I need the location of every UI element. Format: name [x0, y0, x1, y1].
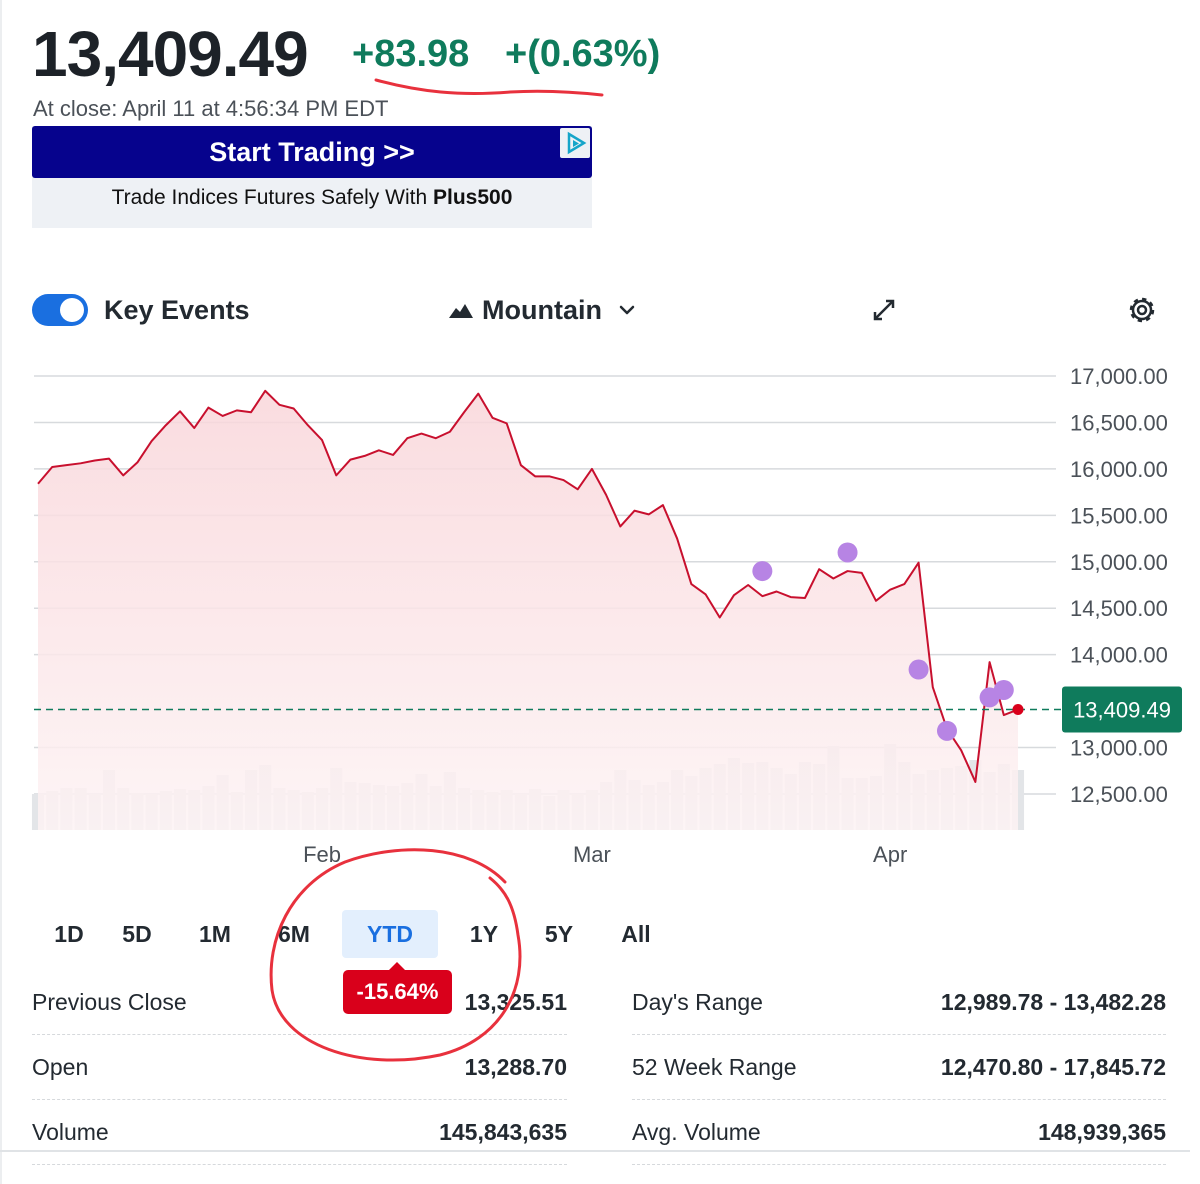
price-change-percent: +(0.63%): [505, 33, 661, 75]
stat-row: Avg. Volume 148,939,365: [632, 1100, 1166, 1165]
y-tick-label: 15,000.00: [1070, 550, 1168, 575]
stat-value: 13,288.70: [464, 1053, 567, 1080]
page-edge-rule: [0, 0, 2, 1184]
stat-label: 52 Week Range: [632, 1053, 797, 1080]
adchoices-icon[interactable]: [560, 128, 590, 158]
stat-value: 12,989.78 - 13,482.28: [940, 988, 1166, 1015]
y-tick-label: 14,500.00: [1070, 596, 1168, 621]
gear-icon[interactable]: [1124, 292, 1160, 328]
close-time: At close: April 11 at 4:56:34 PM EDT: [33, 96, 389, 121]
current-price: 13,409.49: [32, 18, 309, 90]
y-tick-label: 15,500.00: [1070, 503, 1168, 528]
ad-banner[interactable]: Start Trading >> Trade Indices Futures S…: [32, 126, 592, 228]
y-tick-label: 16,500.00: [1070, 410, 1168, 435]
stat-label: Open: [32, 1053, 89, 1080]
key-events-toggle[interactable]: [32, 294, 88, 326]
key-events-label: Key Events: [104, 295, 250, 325]
stat-value: 148,939,365: [1038, 1118, 1166, 1145]
stat-row: Day's Range 12,989.78 - 13,482.28: [632, 970, 1166, 1035]
price-line: [37, 389, 1019, 783]
stat-value: 12,470.80 - 17,845.72: [940, 1053, 1166, 1080]
stats-left: Previous Close 13,325.51 Open 13,288.70 Volu…: [32, 970, 567, 1165]
ad-body-text: Trade Indices Futures Safely With: [111, 186, 433, 209]
y-tick-label: 13,000.00: [1070, 736, 1168, 761]
stat-row: Open 13,288.70: [32, 1035, 567, 1100]
current-price-dot: [1012, 704, 1024, 716]
y-tick-label: 17,000.00: [1070, 364, 1168, 389]
key-event-marker: [752, 561, 773, 582]
x-tick-label: Apr: [873, 842, 907, 867]
range-tab-6m[interactable]: 6M: [278, 921, 310, 947]
stat-value: 13,325.51: [464, 988, 567, 1015]
stat-row: Previous Close 13,325.51: [32, 970, 567, 1035]
x-tick-label: Feb: [303, 842, 341, 867]
mountain-icon: [449, 304, 473, 318]
key-event-marker: [993, 679, 1014, 700]
key-event-marker: [908, 659, 929, 680]
range-tab-all[interactable]: All: [621, 921, 651, 947]
ad-body[interactable]: Trade Indices Futures Safely With Plus50…: [32, 186, 592, 210]
ad-brand: Plus500: [432, 186, 513, 209]
stat-row: 52 Week Range 12,470.80 - 17,845.72: [632, 1035, 1166, 1100]
stats-right: Day's Range 12,989.78 - 13,482.28 52 Week …: [632, 970, 1166, 1165]
price-change: +83.98: [352, 33, 470, 75]
current-price-box: [1062, 686, 1182, 733]
price-chart[interactable]: 17,000.00 16,500.00 16,000.00 15,500.00 15,0…: [0, 340, 1200, 880]
range-tab-5d[interactable]: 5D: [122, 921, 152, 947]
chart-type-label: Mountain: [482, 295, 602, 325]
range-tab-1m[interactable]: 1M: [199, 921, 231, 947]
ad-headline[interactable]: Start Trading >>: [32, 126, 592, 178]
range-tab-ytd[interactable]: YTD: [342, 910, 438, 958]
stat-row: Volume 145,843,635: [32, 1100, 567, 1165]
current-price-label: 13,409.49: [1073, 698, 1171, 723]
chart-type-dropdown[interactable]: Mountain: [448, 294, 638, 326]
key-event-marker: [837, 542, 858, 563]
bottom-divider: [0, 1150, 1190, 1152]
stat-label: Previous Close: [32, 988, 187, 1015]
y-tick-label: 16,000.00: [1070, 457, 1168, 482]
key-event-marker: [936, 720, 957, 741]
toggle-knob: [60, 298, 84, 322]
stat-label: Avg. Volume: [632, 1118, 761, 1145]
range-tabs: 1D 5D 1M 6M YTD 1Y 5Y All: [40, 910, 676, 958]
range-tab-1d[interactable]: 1D: [54, 921, 84, 947]
chevron-down-icon: [619, 305, 635, 315]
y-tick-label: 12,500.00: [1070, 782, 1168, 807]
x-tick-label: Mar: [573, 842, 611, 867]
stat-value: 145,843,635: [439, 1118, 567, 1145]
stat-label: Day's Range: [632, 988, 763, 1015]
price-area-fill: [38, 390, 1018, 830]
range-tab-1y[interactable]: 1Y: [469, 921, 499, 947]
expand-icon[interactable]: [866, 294, 902, 326]
y-tick-label: 14,000.00: [1070, 643, 1168, 668]
range-tab-5y[interactable]: 5Y: [544, 921, 574, 947]
stat-label: Volume: [32, 1118, 109, 1145]
